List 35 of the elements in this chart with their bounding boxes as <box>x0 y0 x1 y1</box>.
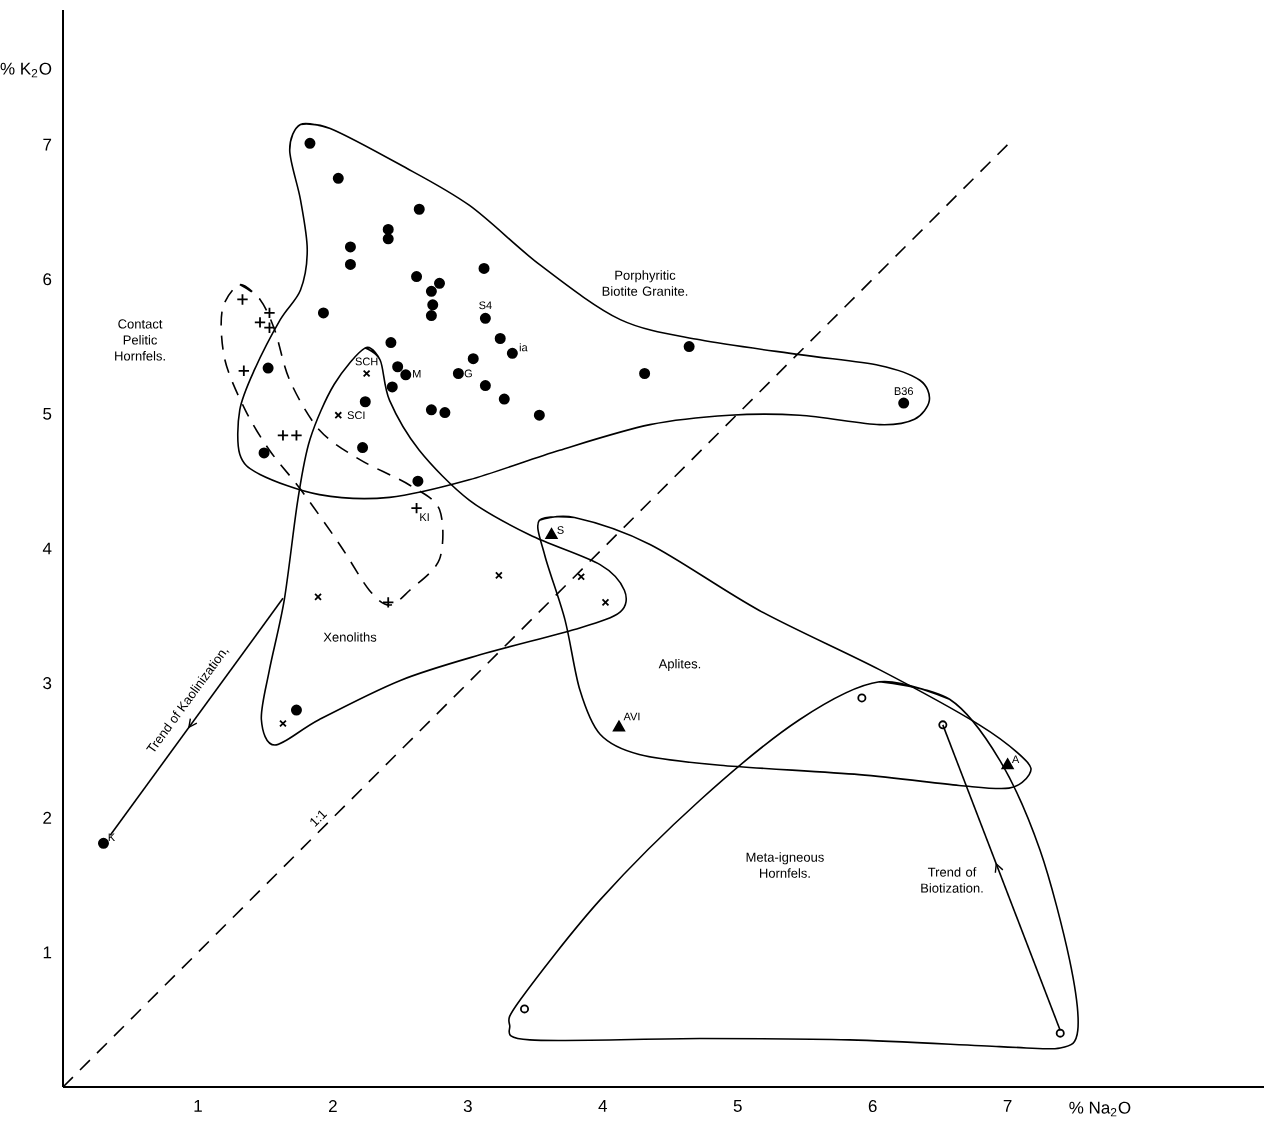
y-tick-label: 3 <box>43 677 52 690</box>
y-tick-label: 5 <box>43 407 52 420</box>
annotation: K <box>108 833 116 842</box>
x-tick-label: 6 <box>868 1100 877 1113</box>
annotation: B36 <box>894 387 914 395</box>
annotation: KI <box>420 513 429 521</box>
x-tick-label: 3 <box>463 1100 472 1113</box>
annotation: G <box>464 369 472 378</box>
annotation: S <box>557 526 564 534</box>
x-tick-label: 5 <box>733 1100 742 1112</box>
annotation: Xenoliths <box>323 632 377 642</box>
annotation: A <box>1011 755 1020 764</box>
x-axis-title: % Na$_{2}$O <box>1069 1101 1131 1117</box>
annotation: ia <box>519 343 528 352</box>
annotation: M <box>413 370 421 378</box>
annotation: AVI <box>623 712 640 721</box>
x-tick-label: 2 <box>329 1100 337 1112</box>
annotation: SCI <box>347 411 365 420</box>
y-tick-label: 7 <box>43 138 52 151</box>
annotation: Porphyritic Biotite Granite. <box>602 270 688 296</box>
x-tick-label: 7 <box>1003 1100 1012 1112</box>
y-axis-title: % K$_{2}$O <box>0 62 52 78</box>
annotation: Aplites. <box>658 658 701 671</box>
y-tick-label: 6 <box>43 273 52 286</box>
legend-label: Trend of Biotization. <box>921 867 983 893</box>
annotation: SCH <box>355 357 378 366</box>
annotation: Contact Pelitic Hornfels. <box>115 319 165 361</box>
x-tick-label: 1 <box>194 1100 202 1112</box>
y-tick-label: 4 <box>42 542 52 555</box>
text: 1:1 <box>310 810 328 827</box>
y-tick-label: 1 <box>43 946 52 959</box>
x-tick-label: 4 <box>598 1100 608 1112</box>
annotation: S4 <box>479 301 492 310</box>
annotation: Meta-igneous Hornfels. <box>746 852 824 878</box>
y-tick-label: 2 <box>43 811 52 824</box>
